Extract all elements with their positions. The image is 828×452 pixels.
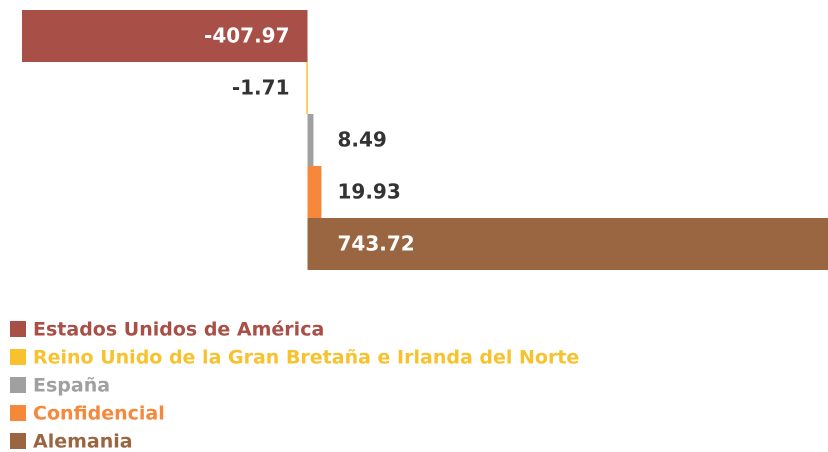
value-label: -1.71 <box>232 76 290 100</box>
legend-swatch <box>10 321 26 337</box>
legend-label: Estados Unidos de América <box>33 319 324 341</box>
bar <box>306 62 308 114</box>
legend-swatch <box>10 349 26 365</box>
value-label: 19.93 <box>338 180 401 204</box>
legend-swatch <box>10 377 26 393</box>
legend-label: Confidencial <box>33 403 165 425</box>
legend-label: España <box>33 375 110 397</box>
bar <box>307 114 314 166</box>
bar <box>307 166 322 218</box>
value-label: 8.49 <box>338 128 387 152</box>
legend-swatch <box>10 405 26 421</box>
legend-swatch <box>10 433 26 449</box>
value-label: 743.72 <box>338 232 415 256</box>
bar <box>307 218 828 270</box>
bar <box>22 10 308 62</box>
legend-label: Reino Unido de la Gran Bretaña e Irlanda… <box>33 347 579 369</box>
value-label: -407.97 <box>204 24 289 48</box>
legend-label: Alemania <box>33 431 133 452</box>
